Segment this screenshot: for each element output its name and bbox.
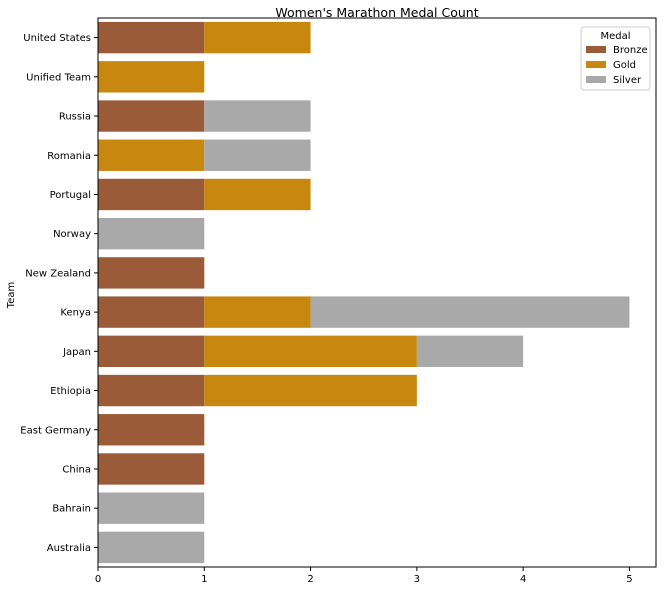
bars-group: [98, 21, 630, 564]
bar-bronze-ethiopia: [98, 374, 205, 407]
bar-gold-united-states: [204, 21, 311, 54]
bar-silver-norway: [98, 217, 205, 250]
y-tick-label: Romania: [47, 151, 91, 162]
x-tick-label: 0: [95, 574, 101, 585]
x-tick-label: 5: [626, 574, 632, 585]
y-tick-label: Unified Team: [26, 72, 91, 83]
legend-title: Medal: [600, 31, 630, 42]
y-tick-label: Australia: [47, 543, 91, 554]
y-tick-label: East Germany: [20, 425, 91, 436]
legend-label-silver: Silver: [613, 75, 642, 86]
chart-title: Women's Marathon Medal Count: [275, 5, 478, 20]
legend: Medal Bronze Gold Silver: [580, 26, 651, 91]
bar-gold-unified-team: [98, 61, 205, 93]
bar-bronze-kenya: [98, 296, 205, 328]
x-tick-label: 4: [520, 574, 526, 585]
bar-bronze-portugal: [98, 178, 205, 211]
bar-gold-portugal: [204, 178, 311, 211]
bar-bronze-new-zealand: [98, 257, 205, 289]
bar-silver-kenya: [310, 296, 630, 328]
bar-gold-ethiopia: [204, 374, 417, 407]
bar-gold-japan: [204, 335, 417, 368]
y-axis-label: Team: [6, 282, 17, 309]
y-tick-label: Ethiopia: [50, 386, 91, 397]
x-tick-labels: 0 1 2 3 4 5: [95, 567, 633, 585]
bar-bronze-east-germany: [98, 414, 205, 446]
plot-frame: [97, 17, 657, 568]
bar-bronze-russia: [98, 100, 205, 132]
bar-silver-romania: [204, 139, 311, 171]
bar-bronze-china: [98, 453, 205, 485]
legend-swatch-gold: [586, 61, 606, 68]
x-tick-label: 1: [201, 574, 207, 585]
legend-box: [580, 26, 651, 91]
y-tick-label: Russia: [59, 112, 91, 123]
bar-bronze-japan: [98, 335, 205, 368]
y-tick-label: Norway: [53, 229, 91, 240]
x-tick-label: 3: [414, 574, 420, 585]
legend-label-gold: Gold: [613, 60, 636, 71]
bar-gold-romania: [98, 139, 205, 171]
y-tick-label: United States: [23, 33, 91, 44]
y-tick-label: Kenya: [60, 308, 91, 319]
bar-bronze-united-states: [98, 21, 205, 54]
y-tick-label: China: [62, 464, 91, 475]
x-tick-label: 2: [307, 574, 313, 585]
bar-silver-russia: [204, 100, 311, 132]
bar-silver-australia: [98, 531, 205, 564]
y-tick-label: Portugal: [50, 190, 91, 201]
bar-gold-kenya: [204, 296, 311, 328]
y-tick-label: Bahrain: [52, 504, 91, 515]
legend-swatch-silver: [586, 76, 606, 83]
y-tick-label: Japan: [62, 347, 91, 358]
legend-label-bronze: Bronze: [613, 45, 648, 56]
y-tick-labels: United States Unified Team Russia Romania Po…: [20, 33, 98, 554]
bar-silver-japan: [416, 335, 524, 368]
legend-swatch-bronze: [586, 46, 606, 53]
bar-silver-bahrain: [98, 492, 205, 524]
y-tick-label: New Zealand: [25, 268, 91, 279]
